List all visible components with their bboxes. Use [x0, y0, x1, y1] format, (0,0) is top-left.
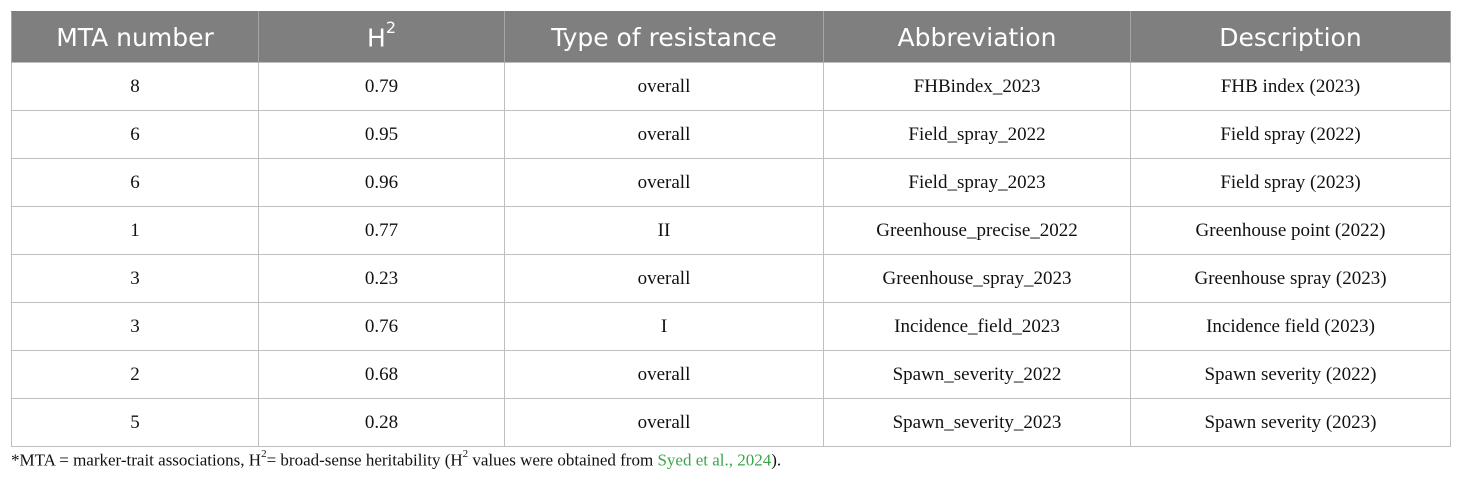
footnote-text-4: ). — [771, 450, 782, 470]
footnote-superscript-1: 2 — [261, 448, 267, 460]
cell-type: overall — [504, 254, 824, 303]
cell-description: FHB index (2023) — [1130, 62, 1451, 111]
table-row: 6 0.96 overall Field_spray_2023 Field sp… — [11, 158, 1451, 207]
cell-type: overall — [504, 62, 824, 111]
cell-type: overall — [504, 350, 824, 399]
cell-abbreviation: Greenhouse_precise_2022 — [823, 206, 1131, 255]
table-footnote: *MTA = marker-trait associations, H2= br… — [11, 448, 782, 471]
cell-mta: 6 — [11, 110, 259, 159]
cell-h2: 0.76 — [258, 302, 505, 351]
header-mta-number: MTA number — [11, 11, 259, 63]
cell-description: Incidence field (2023) — [1130, 302, 1451, 351]
cell-description: Field spray (2022) — [1130, 110, 1451, 159]
cell-description: Spawn severity (2022) — [1130, 350, 1451, 399]
cell-h2: 0.96 — [258, 158, 505, 207]
reference-link[interactable]: Syed et al., 2024 — [657, 450, 772, 470]
table-row: 8 0.79 overall FHBindex_2023 FHB index (… — [11, 62, 1451, 111]
header-type-of-resistance: Type of resistance — [504, 11, 824, 63]
footnote-text-1: *MTA = marker-trait associations, H — [11, 450, 262, 470]
cell-type: I — [504, 302, 824, 351]
cell-abbreviation: Spawn_severity_2022 — [823, 350, 1131, 399]
cell-h2: 0.23 — [258, 254, 505, 303]
footnote-text-2: = broad-sense heritability (H — [266, 450, 463, 470]
cell-abbreviation: Field_spray_2023 — [823, 158, 1131, 207]
cell-description: Spawn severity (2023) — [1130, 398, 1451, 447]
header-h2: H2 — [258, 11, 505, 63]
cell-type: overall — [504, 110, 824, 159]
cell-mta: 2 — [11, 350, 259, 399]
table-body: 8 0.79 overall FHBindex_2023 FHB index (… — [11, 62, 1451, 447]
data-table-container: MTA number H2 Type of resistance Abbrevi… — [11, 11, 1451, 447]
footnote-text-3: values were obtained from — [468, 450, 658, 470]
cell-mta: 1 — [11, 206, 259, 255]
cell-mta: 5 — [11, 398, 259, 447]
cell-type: overall — [504, 158, 824, 207]
cell-h2: 0.77 — [258, 206, 505, 255]
heritability-table: MTA number H2 Type of resistance Abbrevi… — [11, 11, 1451, 447]
cell-abbreviation: Spawn_severity_2023 — [823, 398, 1131, 447]
cell-h2: 0.28 — [258, 398, 505, 447]
cell-description: Greenhouse spray (2023) — [1130, 254, 1451, 303]
table-row: 6 0.95 overall Field_spray_2022 Field sp… — [11, 110, 1451, 159]
cell-type: overall — [504, 398, 824, 447]
cell-type: II — [504, 206, 824, 255]
cell-abbreviation: FHBindex_2023 — [823, 62, 1131, 111]
cell-h2: 0.79 — [258, 62, 505, 111]
table-row: 3 0.76 I Incidence_field_2023 Incidence … — [11, 302, 1451, 351]
cell-abbreviation: Greenhouse_spray_2023 — [823, 254, 1131, 303]
table-header: MTA number H2 Type of resistance Abbrevi… — [11, 11, 1451, 63]
cell-mta: 3 — [11, 302, 259, 351]
header-h2-superscript: 2 — [385, 17, 396, 37]
cell-mta: 8 — [11, 62, 259, 111]
footnote-superscript-2: 2 — [462, 448, 469, 460]
header-abbreviation: Abbreviation — [823, 11, 1131, 63]
cell-description: Field spray (2023) — [1130, 158, 1451, 207]
cell-h2: 0.95 — [258, 110, 505, 159]
header-row: MTA number H2 Type of resistance Abbrevi… — [11, 11, 1451, 63]
header-description: Description — [1130, 11, 1451, 63]
cell-abbreviation: Field_spray_2022 — [823, 110, 1131, 159]
table-row: 5 0.28 overall Spawn_severity_2023 Spawn… — [11, 398, 1451, 447]
cell-mta: 3 — [11, 254, 259, 303]
cell-description: Greenhouse point (2022) — [1130, 206, 1451, 255]
cell-h2: 0.68 — [258, 350, 505, 399]
cell-abbreviation: Incidence_field_2023 — [823, 302, 1131, 351]
table-row: 3 0.23 overall Greenhouse_spray_2023 Gre… — [11, 254, 1451, 303]
table-row: 1 0.77 II Greenhouse_precise_2022 Greenh… — [11, 206, 1451, 255]
header-h2-base: H — [367, 23, 386, 53]
table-row: 2 0.68 overall Spawn_severity_2022 Spawn… — [11, 350, 1451, 399]
cell-mta: 6 — [11, 158, 259, 207]
